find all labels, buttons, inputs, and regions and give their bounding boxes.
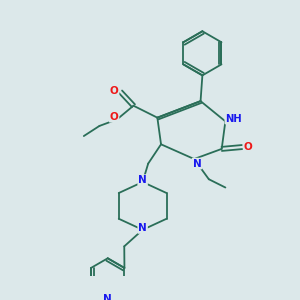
Text: N: N xyxy=(138,175,147,185)
Text: N: N xyxy=(103,294,112,300)
Text: N: N xyxy=(193,159,201,169)
Text: O: O xyxy=(110,112,118,122)
Text: N: N xyxy=(138,223,147,233)
Text: O: O xyxy=(244,142,253,152)
Text: O: O xyxy=(110,86,118,96)
Text: NH: NH xyxy=(225,114,242,124)
